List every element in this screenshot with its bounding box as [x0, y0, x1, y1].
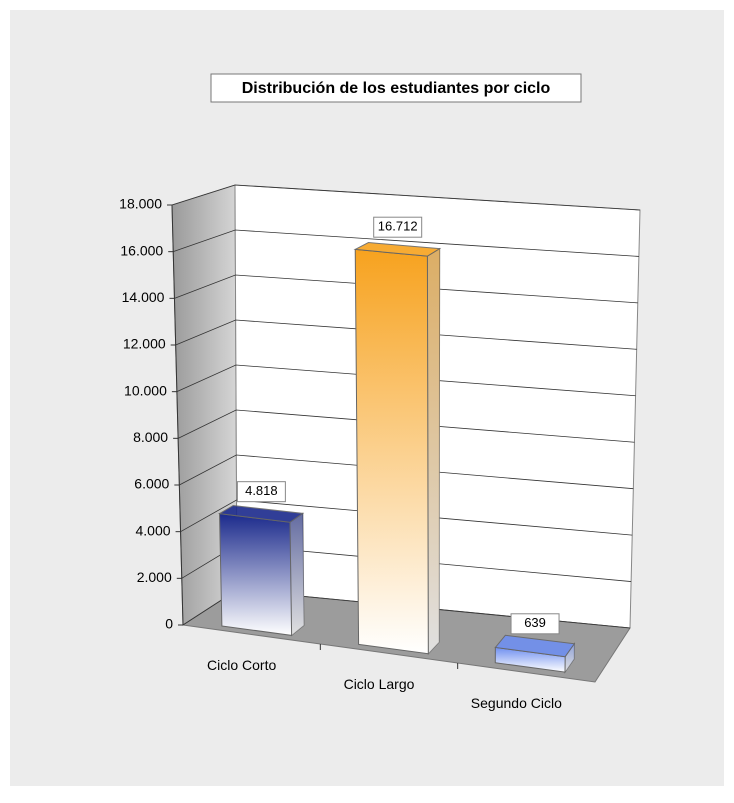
grid-line — [180, 499, 633, 536]
y-tick-label: 12.000 — [123, 336, 166, 352]
bar-front — [354, 248, 429, 655]
bar-front — [219, 513, 293, 636]
grid-line — [174, 274, 638, 304]
y-tick-label: 10.000 — [124, 382, 167, 398]
y-tick-label: 0 — [165, 616, 173, 632]
grid-line — [176, 364, 636, 397]
value-label-box — [510, 613, 560, 635]
value-label: 16.712 — [378, 219, 418, 234]
grid-line — [177, 409, 635, 443]
y-tick-label: 14.000 — [122, 289, 165, 305]
y-tick-label: 2.000 — [137, 569, 172, 585]
x-tick-label: Segundo Ciclo — [471, 695, 562, 711]
bar-top — [353, 242, 442, 257]
value-label-box — [373, 216, 423, 238]
y-axis — [171, 204, 184, 626]
bar-side-shade — [565, 643, 575, 673]
y-tick-label: 18.000 — [119, 196, 162, 212]
bar — [218, 504, 305, 637]
x-tick-label: Ciclo Largo — [344, 676, 415, 692]
grid-line — [171, 184, 641, 211]
value-label: 4.818 — [245, 483, 278, 498]
grid-line — [173, 229, 639, 257]
bar-side-shade — [289, 513, 304, 636]
bar-top — [494, 634, 576, 658]
bar — [353, 242, 442, 656]
y-tick-label: 6.000 — [134, 476, 169, 492]
bar-top — [218, 504, 305, 523]
y-tick-label: 4.000 — [136, 522, 171, 538]
grid-line — [175, 319, 637, 350]
chart-title: Distribución de los estudiantes por cicl… — [242, 80, 551, 97]
bar-side-shade — [427, 248, 440, 654]
grid-line — [179, 454, 634, 490]
y-tick-label: 8.000 — [133, 429, 168, 445]
value-label-box — [236, 481, 286, 503]
y-tick-label: 16.000 — [120, 242, 163, 258]
title-box — [210, 73, 582, 103]
bar — [494, 634, 576, 674]
x-tick-label: Ciclo Corto — [207, 657, 276, 673]
value-label: 639 — [524, 615, 546, 630]
